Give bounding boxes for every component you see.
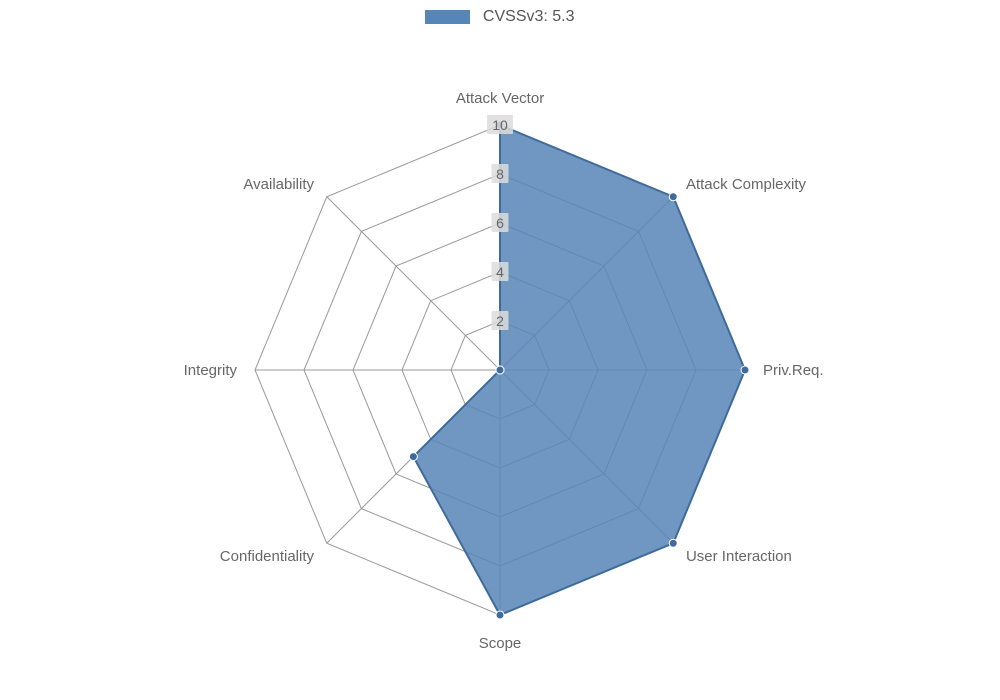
data-point (669, 539, 677, 547)
axis-label: Attack Vector (456, 90, 544, 107)
axis-label: Availability (243, 176, 314, 193)
tick-label: 2 (496, 313, 504, 329)
axis-label: Priv.Req. (763, 362, 824, 379)
data-point (741, 366, 749, 374)
tick-label: 8 (496, 166, 504, 182)
tick-label: 10 (492, 117, 508, 133)
axis-label: Scope (479, 635, 522, 652)
axis-label: Attack Complexity (686, 176, 807, 193)
grid-spoke (327, 197, 500, 370)
axis-label: User Interaction (686, 548, 792, 565)
tick-label: 4 (496, 264, 504, 280)
axis-label: Confidentiality (220, 548, 315, 565)
axis-label: Integrity (184, 362, 238, 379)
data-point (496, 366, 504, 374)
tick-label: 6 (496, 215, 504, 231)
data-point (496, 611, 504, 619)
data-point (409, 453, 417, 461)
cvss-radar-chart: 2 4 6 8 10 Attack Vector Attack Complexity Priv… (0, 0, 1000, 700)
data-point (669, 193, 677, 201)
